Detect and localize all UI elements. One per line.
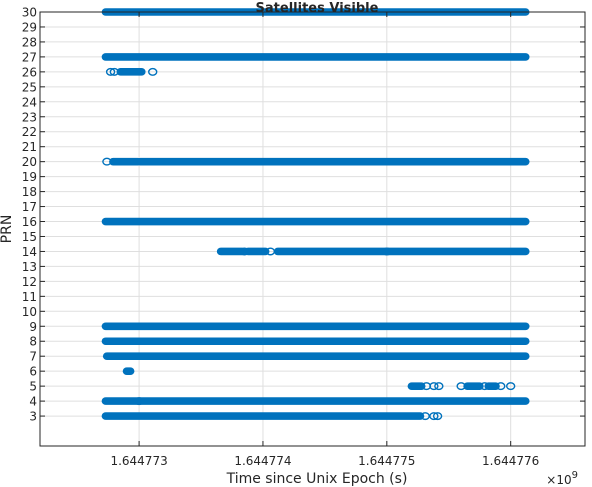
marker-run bbox=[136, 157, 530, 166]
x-tick-label: 1.644776 bbox=[482, 454, 539, 468]
series-prn-6 bbox=[122, 367, 135, 375]
y-tick-label: 8 bbox=[29, 335, 37, 349]
data-point bbox=[102, 157, 112, 166]
series-prn-27 bbox=[101, 53, 530, 61]
y-tick-label: 6 bbox=[29, 365, 37, 379]
data-point bbox=[434, 382, 444, 391]
y-tick-label: 17 bbox=[22, 200, 37, 214]
marker-run bbox=[101, 53, 530, 61]
series-prn-8 bbox=[101, 337, 530, 346]
data-point bbox=[382, 247, 392, 256]
series-prn-3 bbox=[101, 412, 443, 421]
marker-run bbox=[101, 397, 530, 405]
marker-run bbox=[101, 412, 425, 420]
y-tick-label: 28 bbox=[22, 35, 37, 49]
y-tick-label: 4 bbox=[29, 395, 37, 409]
series-prn-20 bbox=[102, 157, 530, 166]
x-exponent-label: ×109 bbox=[546, 470, 578, 487]
series-prn-14 bbox=[216, 247, 530, 256]
y-tick-label: 29 bbox=[22, 20, 37, 34]
data-point bbox=[456, 382, 466, 391]
series-prn-5 bbox=[407, 382, 516, 391]
data-point bbox=[105, 67, 116, 76]
y-tick-label: 7 bbox=[29, 350, 37, 364]
marker-run bbox=[109, 157, 142, 166]
marker-run bbox=[101, 217, 530, 226]
data-point bbox=[148, 67, 158, 76]
y-tick-label: 22 bbox=[22, 125, 37, 139]
y-tick-label: 9 bbox=[29, 320, 37, 334]
grid-layer bbox=[40, 11, 585, 446]
y-axis-title: PRN bbox=[0, 215, 15, 244]
y-tick-label: 13 bbox=[22, 260, 37, 274]
y-tick-label: 27 bbox=[22, 50, 37, 64]
tick-layer: 3456789101112131415161718192021222324252… bbox=[22, 6, 585, 468]
data-point bbox=[239, 247, 250, 256]
series-prn-9 bbox=[101, 322, 530, 331]
y-tick-label: 23 bbox=[22, 110, 37, 124]
y-tick-label: 26 bbox=[22, 65, 37, 79]
y-tick-label: 21 bbox=[22, 140, 37, 154]
marker-run bbox=[122, 367, 135, 375]
data-point bbox=[505, 382, 516, 391]
marker-run bbox=[273, 247, 530, 256]
y-tick-label: 16 bbox=[22, 215, 37, 229]
y-tick-label: 5 bbox=[29, 380, 37, 394]
data-layer bbox=[101, 8, 530, 421]
y-tick-label: 18 bbox=[22, 185, 37, 199]
y-tick-label: 24 bbox=[22, 95, 37, 109]
series-prn-16 bbox=[101, 217, 530, 226]
marker-run bbox=[407, 382, 426, 390]
data-point bbox=[496, 382, 506, 391]
data-point bbox=[429, 412, 439, 421]
data-point bbox=[432, 412, 443, 421]
y-tick-label: 11 bbox=[22, 290, 37, 304]
data-point bbox=[429, 382, 439, 391]
series-prn-26 bbox=[105, 67, 158, 76]
marker-run bbox=[216, 247, 246, 256]
marker-run bbox=[101, 322, 530, 331]
series-prn-7 bbox=[102, 352, 530, 361]
x-tick-label: 1.644774 bbox=[234, 454, 291, 468]
marker-run bbox=[463, 382, 484, 390]
y-tick-label: 25 bbox=[22, 80, 37, 94]
x-tick-label: 1.644773 bbox=[110, 454, 167, 468]
y-tick-label: 12 bbox=[22, 275, 37, 289]
marker-run bbox=[102, 352, 530, 361]
y-tick-label: 30 bbox=[22, 6, 37, 20]
x-tick-label: 1.644775 bbox=[358, 454, 415, 468]
y-tick-label: 15 bbox=[22, 230, 37, 244]
chart-title: Satellites Visible bbox=[256, 1, 379, 16]
marker-run bbox=[101, 337, 530, 346]
marker-run bbox=[244, 247, 270, 256]
x-axis-title: Time since Unix Epoch (s) bbox=[226, 471, 408, 487]
plot-box bbox=[39, 11, 586, 447]
y-tick-label: 14 bbox=[22, 245, 37, 259]
data-point bbox=[109, 67, 120, 76]
marker-run bbox=[116, 68, 146, 76]
data-point bbox=[265, 247, 276, 256]
y-tick-label: 19 bbox=[22, 170, 37, 184]
data-point bbox=[134, 397, 144, 406]
data-point bbox=[479, 382, 490, 391]
y-tick-label: 10 bbox=[22, 305, 37, 319]
y-tick-label: 3 bbox=[29, 410, 37, 424]
series-prn-4 bbox=[101, 397, 530, 406]
y-tick-label: 20 bbox=[22, 155, 37, 169]
